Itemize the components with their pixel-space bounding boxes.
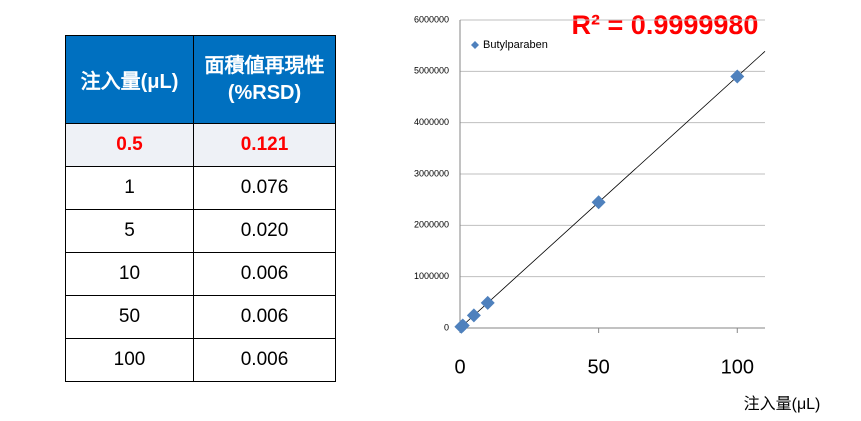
trendline (459, 51, 766, 329)
y-tick-label: 5000000 (414, 66, 449, 76)
data-point (591, 195, 606, 210)
table-row: 0.5 0.121 (65, 123, 336, 167)
table-cell: 0.5 (65, 123, 194, 167)
x-tick-label: 50 (588, 356, 610, 378)
y-tick-label: 2000000 (414, 220, 449, 230)
header-cell: 注入量(μL) (65, 35, 194, 124)
data-point (480, 295, 495, 310)
data-point (466, 308, 481, 323)
table-row: 1 0.076 (65, 166, 336, 210)
table-row: 10 0.006 (65, 252, 336, 296)
data-point (730, 69, 745, 84)
rsd-table: 注入量(μL) 面積値再現性(%RSD) 0.5 0.121 1 0.076 5 0.020 1… (65, 35, 336, 382)
table-cell: 0.006 (193, 295, 336, 339)
r-squared: R² = 0.9999980 (572, 10, 759, 40)
table-cell: 0.121 (193, 123, 336, 167)
table-cell: 0.020 (193, 209, 336, 253)
table-cell: 5 (65, 209, 194, 253)
y-tick-label: 3000000 (414, 168, 449, 178)
legend-marker (471, 41, 479, 49)
table-row: 5 0.020 (65, 209, 336, 253)
table-row: 50 0.006 (65, 295, 336, 339)
y-tick-label: 6000000 (414, 14, 449, 24)
table-cell: 0.076 (193, 166, 336, 210)
table-cell: 0.006 (193, 338, 336, 382)
table-cell: 50 (65, 295, 194, 339)
y-tick-label: 1000000 (414, 271, 449, 281)
header-cell: 面積値再現性(%RSD) (193, 35, 336, 124)
x-tick-label: 100 (721, 356, 754, 378)
table-cell: 0.006 (193, 252, 336, 296)
y-tick-label: 4000000 (414, 117, 449, 127)
table-row: 100 0.006 (65, 338, 336, 382)
header-row: 注入量(μL) 面積値再現性(%RSD) (65, 35, 336, 124)
table-cell: 1 (65, 166, 194, 210)
y-tick-label: 0 (444, 322, 449, 332)
data-point (455, 318, 470, 333)
x-tick-label: 0 (454, 356, 465, 378)
legend-label: Butylparaben (483, 39, 548, 51)
x-axis-label: 注入量(μL) (744, 395, 821, 413)
